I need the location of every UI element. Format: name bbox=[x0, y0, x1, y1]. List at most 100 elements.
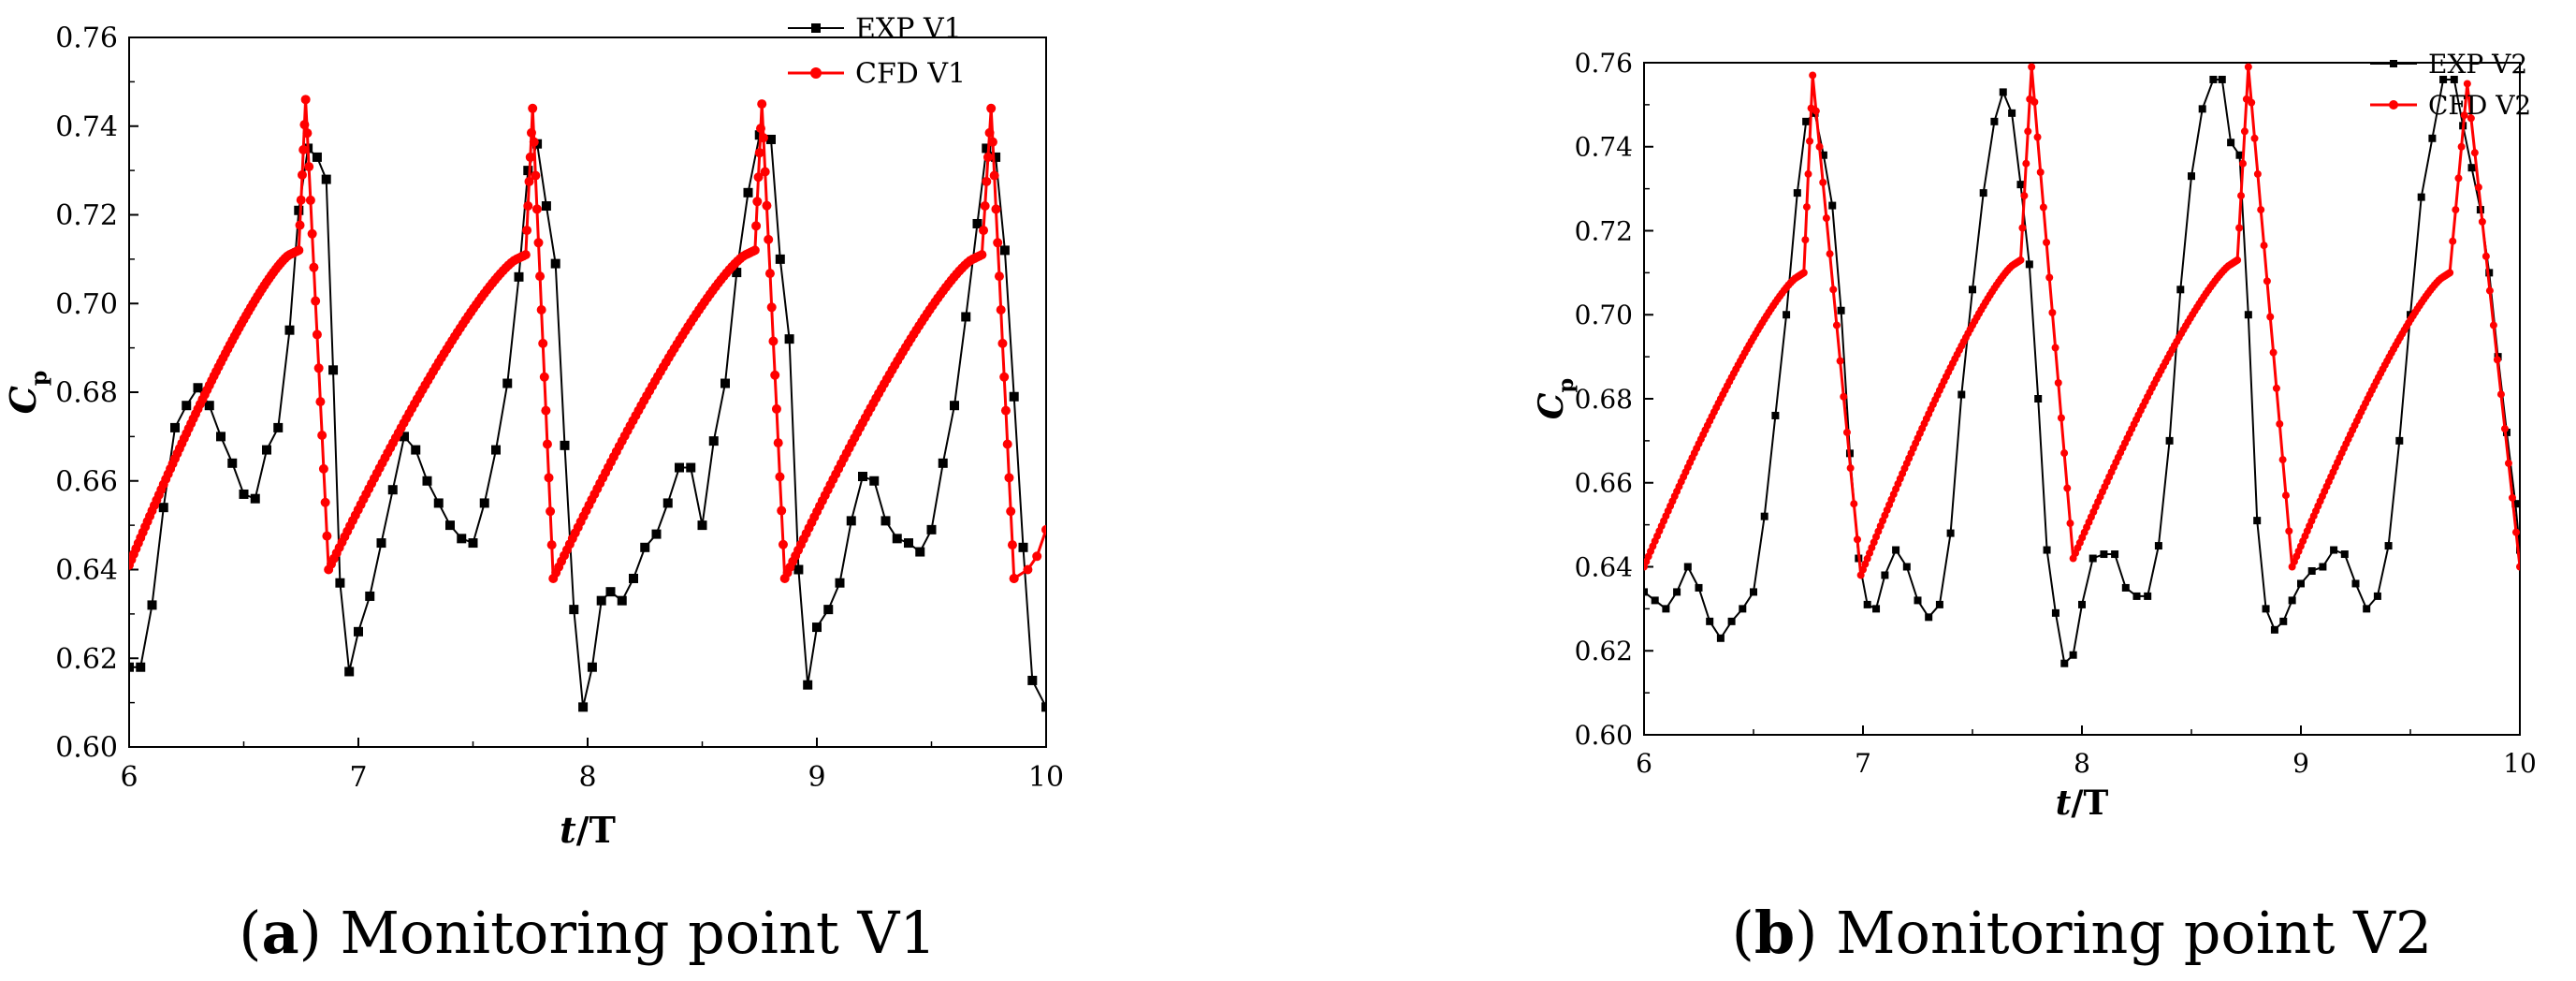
data-point bbox=[2209, 75, 2218, 83]
data-point bbox=[2248, 98, 2256, 107]
data-point bbox=[1804, 169, 1812, 178]
data-point bbox=[2511, 500, 2520, 508]
data-point bbox=[2467, 114, 2475, 123]
data-point bbox=[457, 534, 467, 544]
data-point bbox=[938, 458, 948, 468]
data-point bbox=[2165, 436, 2174, 445]
y-tick-label: 0.60 bbox=[1575, 720, 1633, 751]
data-point bbox=[2417, 193, 2425, 201]
data-point bbox=[2467, 164, 2476, 172]
data-point bbox=[526, 127, 536, 138]
data-point bbox=[546, 506, 556, 517]
data-point bbox=[753, 172, 764, 183]
data-point bbox=[538, 338, 548, 348]
data-point bbox=[311, 296, 321, 306]
data-point bbox=[322, 531, 332, 541]
data-point bbox=[1826, 250, 1834, 258]
data-point bbox=[1009, 573, 1019, 583]
data-point bbox=[550, 258, 560, 269]
data-point bbox=[578, 702, 589, 712]
data-point bbox=[784, 334, 794, 344]
data-point bbox=[1651, 596, 1659, 605]
data-point bbox=[262, 445, 271, 455]
data-point bbox=[587, 662, 597, 672]
data-point bbox=[775, 472, 785, 482]
data-point bbox=[758, 133, 768, 143]
data-point bbox=[2269, 348, 2278, 357]
data-point bbox=[766, 302, 777, 313]
x-axis-label: t/T bbox=[560, 809, 616, 851]
data-point bbox=[1836, 357, 1844, 365]
data-point bbox=[129, 662, 134, 672]
data-point bbox=[617, 595, 627, 606]
chart-panel-b: 6 7 8 9 10 0.60 0.62 0.64 0.66 0.68 0.70 0.72 0.74 0.… bbox=[1532, 48, 2537, 967]
y-tick-label: 0.62 bbox=[1575, 636, 1633, 666]
data-point bbox=[365, 591, 375, 601]
data-point bbox=[541, 201, 551, 212]
data-point bbox=[1032, 551, 1042, 562]
y-tick-label: 0.72 bbox=[55, 199, 118, 232]
data-point bbox=[2363, 605, 2371, 613]
series-cfd-v2 bbox=[1644, 63, 2520, 579]
data-point bbox=[764, 234, 774, 244]
data-point bbox=[762, 200, 772, 211]
plot-frame bbox=[1643, 62, 2521, 736]
data-point bbox=[2493, 356, 2501, 364]
data-point bbox=[1750, 588, 1757, 596]
data-point bbox=[1004, 473, 1014, 483]
series-line bbox=[1644, 79, 2520, 666]
y-tick-label: 0.76 bbox=[55, 22, 118, 55]
data-point bbox=[1990, 117, 1999, 125]
legend-label: CFD V2 bbox=[2428, 90, 2531, 121]
data-point bbox=[979, 226, 989, 236]
data-point bbox=[569, 605, 579, 615]
data-point bbox=[1706, 617, 1714, 625]
data-point bbox=[760, 167, 770, 177]
data-point bbox=[986, 103, 997, 113]
data-point bbox=[2266, 313, 2275, 321]
data-point bbox=[1006, 506, 1016, 517]
data-point bbox=[605, 587, 616, 597]
y-tick-label: 0.70 bbox=[1575, 300, 1633, 330]
data-point bbox=[321, 174, 331, 184]
data-point bbox=[926, 524, 937, 534]
data-point bbox=[2351, 579, 2360, 588]
data-point bbox=[2307, 566, 2316, 575]
series-line bbox=[129, 133, 1046, 708]
data-point bbox=[1872, 605, 1881, 613]
data-point bbox=[2033, 133, 2042, 141]
data-point bbox=[273, 422, 284, 432]
data-point bbox=[1837, 306, 1845, 315]
data-point bbox=[284, 325, 295, 335]
data-point bbox=[300, 95, 311, 105]
data-point bbox=[514, 271, 524, 282]
data-point bbox=[309, 262, 319, 272]
data-point bbox=[869, 476, 880, 486]
data-point bbox=[2176, 286, 2185, 294]
data-point bbox=[2395, 436, 2404, 445]
data-point bbox=[2100, 550, 2108, 559]
data-point bbox=[560, 440, 570, 450]
data-point bbox=[491, 445, 501, 455]
legend-item: CFD V2 bbox=[2370, 90, 2531, 121]
data-point bbox=[773, 438, 783, 448]
legend: EXP V1 CFD V1 bbox=[788, 13, 966, 91]
data-point bbox=[296, 195, 306, 205]
data-point bbox=[522, 226, 532, 236]
data-point bbox=[2088, 554, 2097, 563]
data-point bbox=[535, 271, 546, 282]
data-point bbox=[2478, 217, 2486, 226]
data-point bbox=[2188, 172, 2195, 181]
data-point bbox=[686, 462, 696, 473]
data-point bbox=[880, 516, 891, 526]
data-point bbox=[524, 176, 534, 186]
x-tick-label: 9 bbox=[2292, 748, 2309, 779]
data-point bbox=[2511, 528, 2520, 536]
data-point bbox=[2428, 134, 2437, 142]
data-point bbox=[2036, 168, 2045, 176]
data-point bbox=[1840, 392, 1848, 401]
data-point bbox=[170, 422, 180, 432]
y-tick-label: 0.64 bbox=[1575, 551, 1633, 582]
data-point bbox=[793, 564, 804, 575]
data-point bbox=[987, 137, 997, 147]
